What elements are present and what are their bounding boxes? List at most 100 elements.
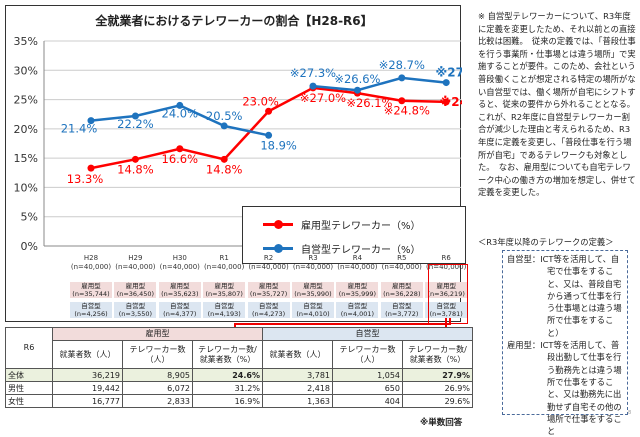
table-cell: 404 — [332, 394, 403, 408]
table-cell: 8,905 — [122, 368, 193, 382]
table-cell: 16.9% — [192, 394, 263, 408]
y-tick-label: 15% — [14, 152, 38, 165]
table-cell: 26.9% — [402, 381, 473, 395]
x-tick-label: R3 (n=40,000) — [292, 254, 334, 271]
row-label: 全体 — [5, 368, 53, 382]
self-sample-cell: 自営型 (n=4,377) — [158, 302, 201, 318]
legend-marker-icon — [263, 244, 293, 253]
y-tick-label: 35% — [14, 35, 38, 48]
y-tick-label: 25% — [14, 94, 38, 107]
data-label: 13.3% — [67, 172, 104, 186]
table-cell: 650 — [332, 381, 403, 395]
table-cell: 29.6% — [402, 394, 473, 408]
y-tick-label: 10% — [14, 181, 38, 194]
employed-sample-cell: 雇用型 (n=35,999) — [336, 282, 379, 298]
row-label: 女性 — [5, 394, 53, 408]
legend-marker-icon — [263, 220, 293, 229]
data-label: 14.8% — [117, 162, 154, 176]
table-row: 全体 36,219 8,905 24.6% 3,781 1,054 27.9% — [5, 368, 473, 382]
self-sample-cell: 自営型 (n=4,256) — [70, 302, 112, 318]
table-cell: 6,072 — [122, 381, 193, 395]
table-cell: 36,219 — [52, 368, 123, 382]
x-tick-label: H28 (n=40,000) — [70, 254, 112, 271]
table-footnote: ※単数回答 — [420, 418, 463, 428]
data-label: 24.0% — [162, 106, 199, 120]
data-label: ※27.3% — [290, 66, 336, 80]
definition-note: ※ 自営型テレワーカーについて、R3年度に定義を変更したため、それ以前との直接比… — [478, 11, 636, 198]
data-point — [398, 74, 406, 82]
group-self: 自営型 — [262, 327, 473, 341]
data-label: ※27.0% — [300, 91, 346, 105]
self-sample-cell: 自営型 (n=4,193) — [203, 302, 246, 318]
data-label: 23.0% — [242, 94, 279, 108]
data-point — [87, 117, 95, 125]
r6-table: R6 雇用型 自営型 就業者数（人） テレワーカー数（人） テレワーカー数/就業者数… — [5, 327, 473, 408]
table-cell: 3,781 — [262, 368, 333, 382]
data-label: ※24.8% — [384, 104, 430, 118]
table-row: 女性 16,777 2,833 16.9% 1,363 404 29.6% — [5, 394, 473, 408]
data-label: 21.4% — [61, 122, 98, 136]
x-tick-label: R2 (n=40,000) — [248, 254, 289, 271]
column-header: テレワーカー数（人） — [332, 340, 403, 369]
data-point — [398, 97, 406, 105]
definition-employed: 雇用型：ICT等を活用して、普段出勤して仕事を行う勤務先とは違う場所で仕事をする… — [507, 340, 622, 437]
employed-sample-cell: 雇用型 (n=35,727) — [247, 282, 290, 298]
data-point — [131, 155, 139, 163]
data-point — [87, 164, 95, 172]
definition-box: 自営型：ICT等を活用して、自宅で仕事をすること、又は、普段自宅から通って仕事を… — [502, 250, 628, 436]
self-sample-cell: 自営型 (n=3,772) — [380, 302, 423, 318]
table-cell: 24.6% — [192, 368, 263, 382]
data-point — [265, 131, 273, 139]
data-label: ※28.7% — [379, 58, 425, 72]
group-employed: 雇用型 — [52, 327, 263, 341]
employed-sample-cell: 雇用型 (n=35,990) — [292, 282, 334, 298]
y-tick-label: 5% — [21, 211, 38, 224]
column-header: テレワーカー数/就業者数（%） — [402, 340, 473, 369]
y-tick-label: 20% — [14, 123, 38, 136]
self-sample-cell: 自営型 (n=4,001) — [336, 302, 379, 318]
data-point — [309, 82, 317, 90]
chart-title: 全就業者におけるテレワーカーの割合【H28-R6】 — [95, 14, 373, 28]
data-point — [442, 98, 450, 106]
data-point — [220, 122, 228, 130]
data-point — [220, 155, 228, 163]
self-sample-cell: 自営型 (n=4,010) — [292, 302, 334, 318]
employed-sample-cell: 雇用型 (n=35,807) — [203, 282, 246, 298]
x-tick-label: R5 (n=40,000) — [381, 254, 422, 271]
data-label: ※26.6% — [334, 72, 380, 86]
legend-item-employed: 雇用型テレワーカー（%） — [263, 217, 421, 232]
table-cell: 19,442 — [52, 381, 123, 395]
x-tick-label: R6 (n=40,000) — [426, 254, 467, 271]
table-cell: 1,363 — [262, 394, 333, 408]
employed-sample-cell: 雇用型 (n=36,450) — [114, 282, 157, 298]
column-header: 就業者数（人） — [262, 340, 333, 369]
page-number: 8 — [628, 410, 632, 416]
table-corner: R6 — [5, 327, 53, 369]
y-tick-label: 0% — [21, 240, 38, 253]
data-label: 22.2% — [117, 117, 154, 131]
data-label: ※26.1% — [346, 96, 392, 110]
self-sample-cell: 自営型 (n=3,550) — [114, 302, 157, 318]
table-cell: 16,777 — [52, 394, 123, 408]
data-point — [176, 145, 184, 153]
data-label: 14.8% — [206, 162, 243, 176]
data-label: 20.5% — [206, 109, 243, 123]
table-cell: 1,054 — [332, 368, 403, 382]
data-point — [176, 101, 184, 109]
table-cell: 27.9% — [402, 368, 473, 382]
column-header: テレワーカー数（人） — [122, 340, 193, 369]
x-tick-label: H29 (n=40,000) — [115, 254, 156, 271]
employed-sample-cell: 雇用型 (n=36,228) — [380, 282, 423, 298]
table-cell: 31.2% — [192, 381, 263, 395]
data-label: ※27.9% — [436, 66, 462, 80]
x-tick-label: R4 (n=40,000) — [337, 254, 378, 271]
self-sample-cell: 自営型 (n=3,781) — [425, 302, 468, 318]
y-tick-label: 30% — [14, 64, 38, 77]
definition-self: 自営型：ICT等を活用して、自宅で仕事をすること、又は、普段自宅から通って仕事を… — [507, 254, 622, 338]
employed-sample-cell: 雇用型 (n=36,219) — [425, 282, 468, 298]
r6-highlight-box — [428, 264, 468, 324]
employed-sample-cell: 雇用型 (n=35,623) — [158, 282, 201, 298]
data-label: ※24.6% — [440, 95, 462, 109]
data-label: 16.6% — [162, 152, 199, 166]
table-row: 男性 19,442 6,072 31.2% 2,418 650 26.9% — [5, 381, 473, 395]
